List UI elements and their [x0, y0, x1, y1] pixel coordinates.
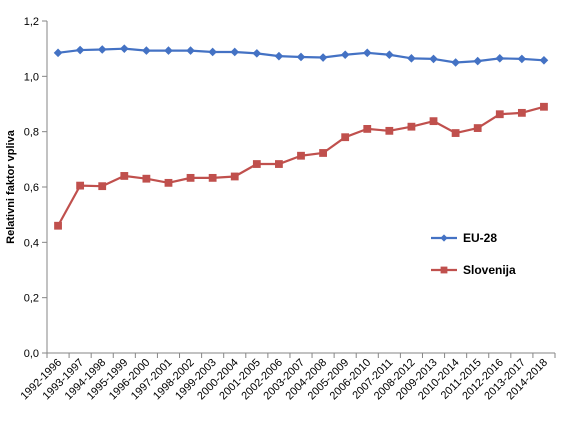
series-group [53, 44, 549, 230]
legend-marker-2 [440, 266, 448, 274]
data-point [186, 173, 195, 182]
data-point [473, 56, 483, 66]
y-tick-label: 0,8 [24, 127, 39, 139]
data-point [97, 45, 107, 54]
data-point [297, 151, 305, 160]
y-tick-label: 0,2 [24, 293, 39, 305]
data-point [429, 117, 438, 126]
series-line-2 [57, 105, 545, 227]
data-point [142, 46, 151, 55]
y-tick-label: 0,0 [24, 348, 39, 360]
data-point [252, 49, 262, 58]
data-point [407, 122, 416, 131]
data-point [362, 48, 372, 58]
data-point [75, 45, 85, 55]
data-point [517, 54, 527, 64]
data-point [451, 129, 460, 137]
legend-label-1: EU-28 [463, 231, 497, 245]
data-point [252, 160, 261, 168]
data-point [539, 55, 549, 65]
data-point [340, 50, 350, 60]
data-point [385, 50, 394, 60]
y-tick-label: 0,6 [24, 182, 39, 194]
legend-marker-1 [440, 234, 448, 242]
data-point [275, 160, 283, 168]
data-point [98, 182, 107, 191]
data-point [54, 221, 62, 230]
y-axis-title: Relativni faktor vpliva [5, 129, 17, 244]
axes-group: 0,00,20,40,60,81,01,21992-19961993-19971… [18, 16, 556, 402]
legend-label-2: Slovenija [463, 263, 516, 277]
y-tick-label: 0,4 [24, 237, 39, 249]
data-point [385, 126, 394, 135]
data-point [119, 44, 129, 53]
data-point [473, 124, 482, 132]
data-point [208, 47, 217, 57]
data-point [120, 172, 129, 180]
data-point [230, 47, 240, 57]
data-point [53, 48, 63, 58]
data-point [363, 125, 372, 133]
data-point [517, 108, 526, 117]
data-point [318, 53, 328, 62]
data-point [164, 178, 173, 187]
data-point [208, 173, 217, 182]
legend: EU-28 Slovenija [431, 231, 516, 277]
y-tick-label: 1,2 [24, 16, 39, 28]
data-point [164, 46, 173, 55]
data-point [274, 51, 284, 61]
data-point [407, 54, 416, 63]
data-point [319, 149, 327, 157]
data-point [429, 54, 438, 64]
data-point [230, 172, 239, 181]
data-point [76, 181, 85, 190]
data-point [540, 102, 548, 111]
data-point [495, 110, 504, 119]
y-tick-label: 1,0 [24, 71, 39, 83]
data-point [495, 54, 505, 63]
data-point [341, 133, 350, 142]
data-point [451, 58, 460, 67]
data-point [142, 174, 151, 183]
data-point [296, 52, 306, 62]
data-point [186, 46, 195, 55]
